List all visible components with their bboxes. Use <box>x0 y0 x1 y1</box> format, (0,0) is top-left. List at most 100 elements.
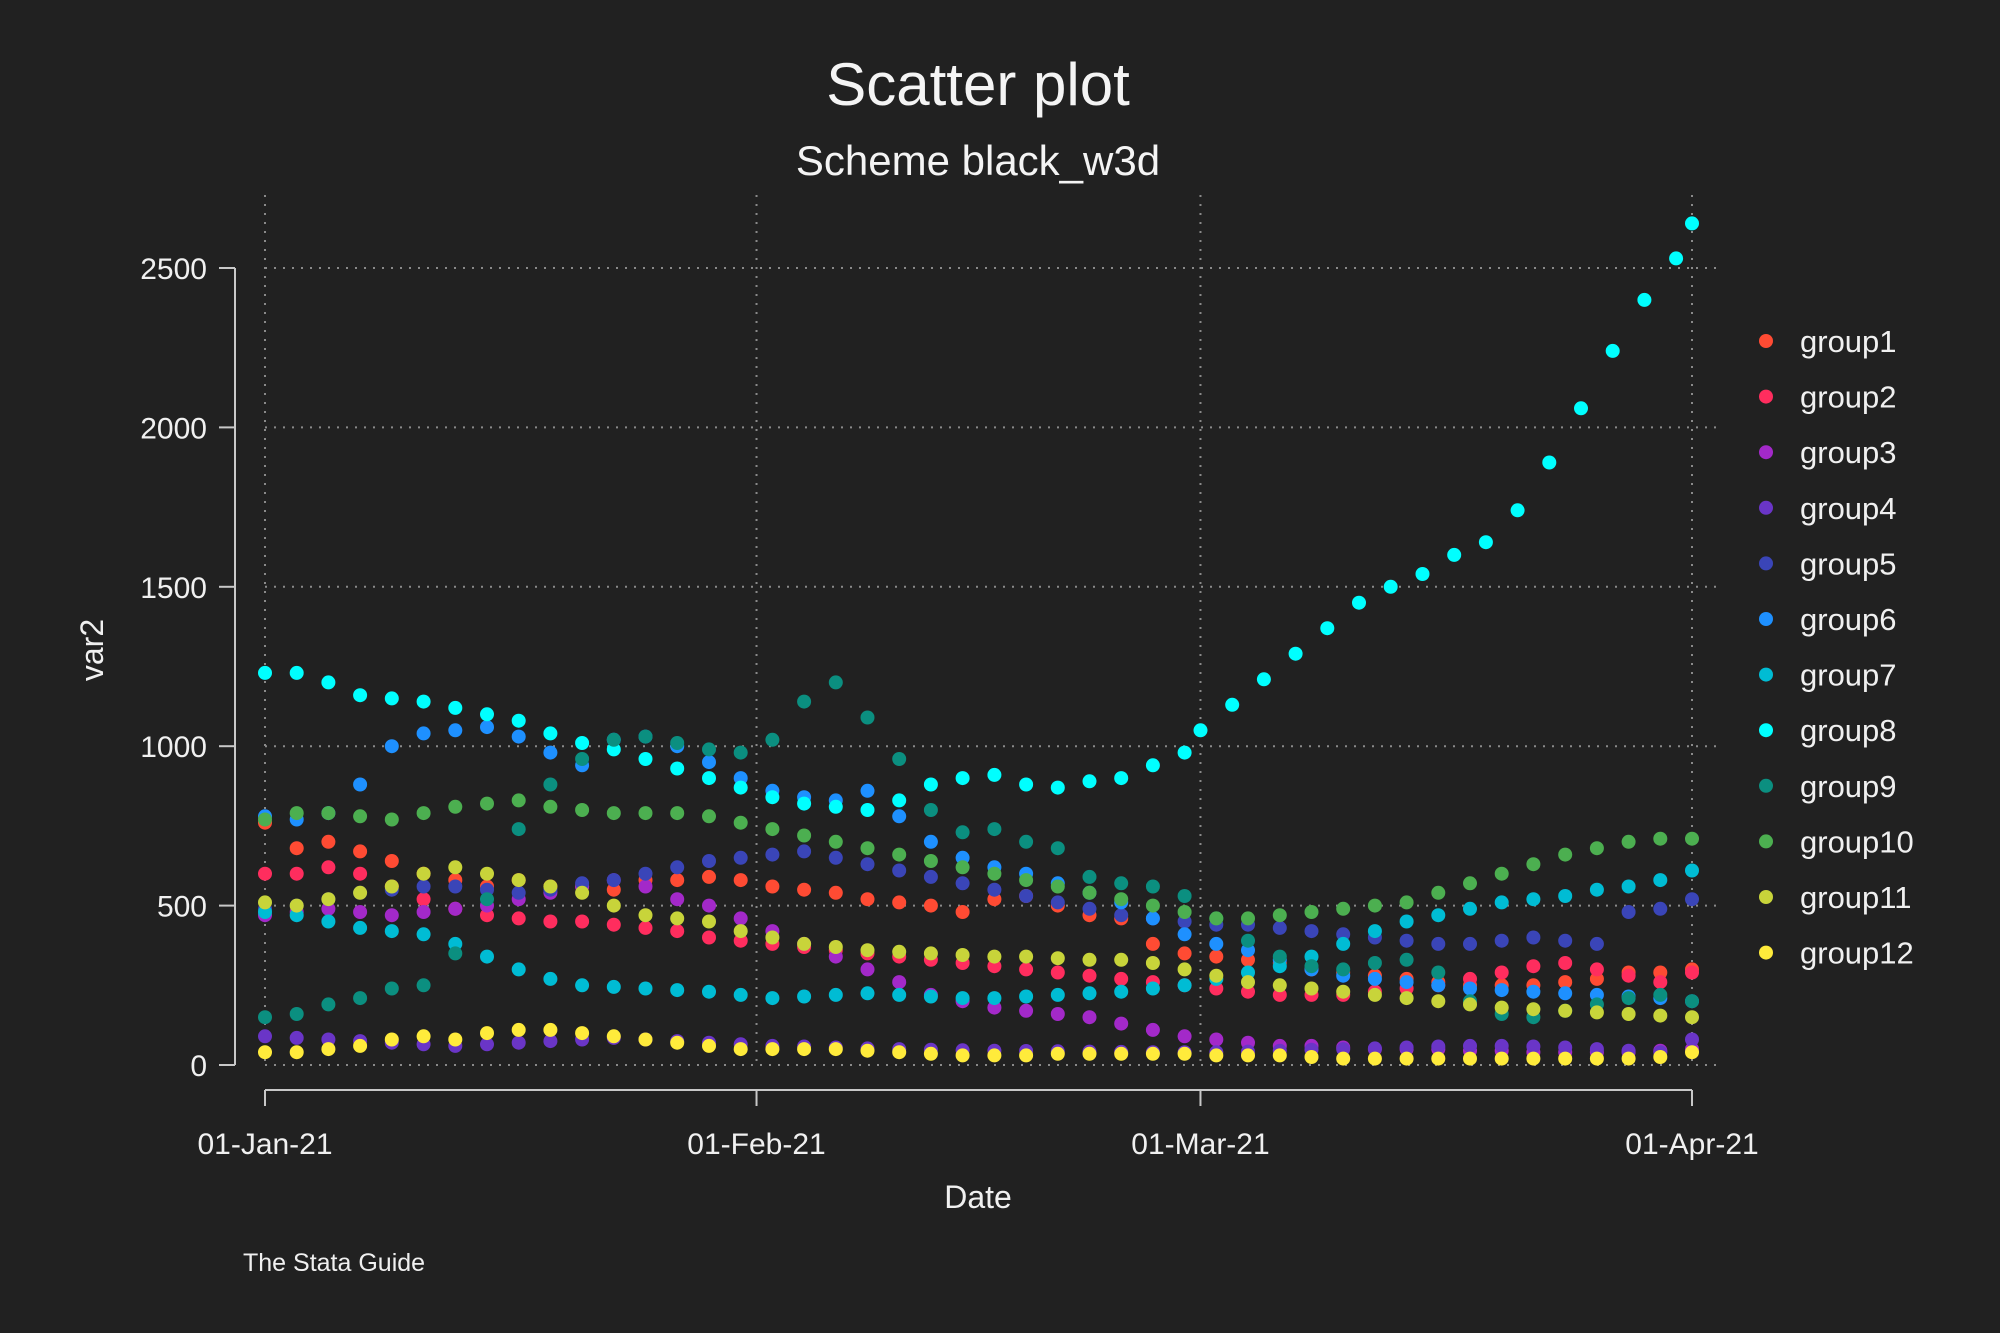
data-point <box>702 742 716 757</box>
data-point <box>416 892 431 907</box>
data-point <box>702 1038 716 1053</box>
data-point <box>1653 975 1668 990</box>
data-point <box>258 1010 272 1025</box>
data-point <box>416 694 431 709</box>
data-point <box>1209 968 1224 983</box>
data-point <box>828 1042 843 1057</box>
legend-marker <box>1759 723 1773 738</box>
data-point <box>353 809 368 824</box>
data-point <box>1019 834 1034 849</box>
data-point <box>670 983 685 998</box>
data-point <box>384 981 399 996</box>
data-point <box>1526 1051 1541 1066</box>
data-point <box>1019 949 1034 964</box>
gridlines <box>264 195 1722 1066</box>
data-point <box>1526 1002 1541 1017</box>
y-tick-label: 1000 <box>140 731 207 764</box>
data-point <box>289 1007 304 1021</box>
data-point <box>575 978 590 993</box>
data-point <box>258 866 272 881</box>
data-point <box>1685 994 1699 1009</box>
data-point <box>1431 1051 1446 1066</box>
x-tick-label: 01-Mar-21 <box>1131 1128 1269 1161</box>
legend-label: group8 <box>1800 713 1897 748</box>
data-point <box>321 675 336 690</box>
data-point <box>416 806 431 821</box>
data-point <box>1082 968 1097 983</box>
data-point <box>670 806 685 821</box>
data-point <box>987 767 1002 782</box>
data-point <box>1526 984 1541 999</box>
x-ticks: 01-Jan-21 01-Feb-21 01-Mar-21 01-Apr-21 <box>197 1090 1759 1161</box>
data-point <box>1653 965 1668 980</box>
data-point <box>1177 978 1192 993</box>
data-point <box>733 911 748 926</box>
data-point <box>384 739 399 754</box>
data-point <box>1304 959 1319 974</box>
data-point <box>1685 863 1699 878</box>
data-point <box>258 1029 272 1044</box>
data-point <box>828 799 843 814</box>
legend-item: group3 <box>1759 435 1897 470</box>
data-point <box>670 761 685 776</box>
data-point <box>860 783 875 798</box>
data-point <box>1653 873 1668 888</box>
data-point <box>480 1037 494 1052</box>
y-tick-label: 2000 <box>140 412 207 445</box>
legend-label: group6 <box>1800 602 1897 637</box>
data-point <box>670 1035 685 1050</box>
data-point <box>448 860 463 875</box>
data-point <box>1367 971 1382 986</box>
data-point <box>955 825 970 840</box>
data-point <box>1209 949 1224 964</box>
data-point <box>1050 780 1065 795</box>
data-point <box>384 879 399 894</box>
data-point <box>1050 879 1065 894</box>
data-point <box>828 850 843 865</box>
data-point <box>543 726 558 741</box>
data-point <box>1621 905 1636 919</box>
data-point <box>1494 983 1509 998</box>
data-point <box>1082 952 1097 967</box>
data-point <box>480 892 494 907</box>
data-point <box>511 962 526 977</box>
data-point <box>480 949 494 964</box>
data-point <box>258 665 272 680</box>
data-point <box>1431 965 1446 980</box>
data-point <box>289 1030 304 1045</box>
data-point <box>1653 901 1668 916</box>
data-point <box>1463 1051 1477 1066</box>
data-point <box>543 879 558 894</box>
legend-label: group5 <box>1800 546 1897 581</box>
data-point <box>353 866 368 881</box>
data-point <box>987 866 1002 881</box>
data-point <box>1621 1007 1636 1021</box>
data-point <box>511 713 526 728</box>
legend-label: group9 <box>1800 769 1897 804</box>
data-point <box>1272 1048 1287 1063</box>
legend-item: group2 <box>1759 380 1897 415</box>
data-point <box>1431 908 1446 923</box>
data-point <box>1114 892 1129 907</box>
x-tick-label: 01-Jan-21 <box>197 1128 332 1161</box>
legend-item: group8 <box>1759 713 1897 748</box>
data-point <box>860 986 875 1001</box>
data-point <box>1114 984 1129 999</box>
data-point <box>1209 911 1224 926</box>
series-group7 <box>258 863 1699 1006</box>
data-point <box>860 962 875 977</box>
data-point <box>1019 777 1034 792</box>
data-point <box>797 936 812 951</box>
chart-subtitle: Scheme black_w3d <box>796 137 1160 184</box>
data-point <box>1669 251 1684 266</box>
data-point <box>511 822 526 837</box>
legend-item: group1 <box>1759 324 1897 359</box>
data-point <box>1177 1046 1192 1061</box>
data-point <box>606 806 621 821</box>
data-point <box>1367 956 1382 970</box>
data-point <box>1336 901 1351 916</box>
data-point <box>289 898 304 913</box>
data-point <box>448 901 463 916</box>
data-point <box>765 732 780 747</box>
